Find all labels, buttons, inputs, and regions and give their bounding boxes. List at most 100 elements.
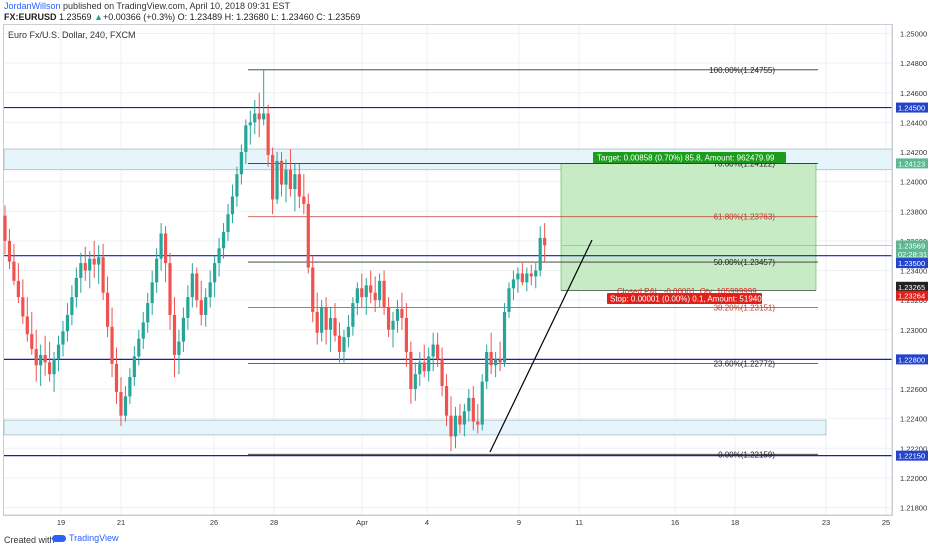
candle-body bbox=[453, 415, 458, 437]
stop-text: Stop: 0.00001 (0.00%) 0.1, Amount: 51940 bbox=[610, 295, 762, 304]
candle-body bbox=[391, 320, 395, 330]
candle-body bbox=[16, 280, 20, 298]
candle-body bbox=[284, 169, 288, 185]
candle-body bbox=[386, 307, 391, 330]
candle-body bbox=[271, 154, 275, 200]
candle-body bbox=[498, 359, 502, 363]
candle bbox=[168, 252, 172, 330]
candle bbox=[137, 329, 141, 366]
candle-body bbox=[119, 391, 123, 416]
price-tick-label: 1.21800 bbox=[900, 504, 927, 513]
candle bbox=[123, 386, 128, 422]
candle bbox=[110, 307, 114, 378]
candle bbox=[297, 163, 301, 209]
candle bbox=[311, 255, 315, 323]
candle-body bbox=[48, 362, 52, 375]
candle bbox=[507, 282, 511, 318]
candle-body bbox=[489, 351, 493, 366]
candle bbox=[386, 297, 391, 338]
candle-body bbox=[163, 233, 168, 264]
candle-body bbox=[123, 396, 128, 416]
candle-body bbox=[230, 196, 235, 215]
candle-body bbox=[110, 326, 114, 364]
candle bbox=[369, 270, 373, 304]
candle bbox=[128, 368, 132, 404]
candle bbox=[337, 322, 342, 363]
candle-body bbox=[105, 292, 110, 327]
price-label-badge bbox=[896, 281, 928, 292]
symbol-line: FX:EURUSD 1.23569 ▲+0.00366 (+0.3%) O: 1… bbox=[4, 12, 360, 22]
candle bbox=[61, 320, 65, 357]
candle bbox=[373, 276, 377, 312]
candle-body bbox=[25, 316, 29, 335]
candle-body bbox=[155, 258, 159, 283]
candle bbox=[395, 300, 400, 333]
candle bbox=[306, 193, 310, 274]
candle-body bbox=[369, 285, 373, 293]
candle bbox=[275, 152, 279, 204]
candle-body bbox=[288, 169, 293, 190]
candle-body bbox=[543, 237, 547, 246]
candle bbox=[65, 303, 70, 342]
candle-body bbox=[436, 344, 440, 360]
candle-body bbox=[204, 297, 208, 315]
candle-body bbox=[462, 411, 466, 425]
candle bbox=[355, 282, 359, 315]
candle bbox=[159, 223, 163, 271]
price-label-badge bbox=[896, 290, 928, 301]
support-resistance-zone bbox=[3, 419, 827, 436]
candle bbox=[391, 311, 395, 348]
candle bbox=[516, 267, 520, 293]
chart-title: Euro Fx/U.S. Dollar, 240, FXCM bbox=[8, 30, 136, 40]
candle bbox=[409, 341, 413, 404]
candle bbox=[382, 270, 386, 315]
candle bbox=[235, 166, 239, 207]
candle-body bbox=[373, 292, 377, 301]
candle bbox=[525, 267, 529, 292]
candle-body bbox=[337, 335, 342, 352]
price-label-badge bbox=[896, 258, 928, 269]
candle-body bbox=[150, 282, 154, 304]
candle bbox=[498, 341, 502, 372]
candle-body bbox=[43, 354, 47, 363]
candle bbox=[132, 346, 136, 387]
candle-body bbox=[181, 317, 185, 342]
candle-body bbox=[458, 415, 462, 425]
candle bbox=[21, 279, 25, 324]
candle bbox=[217, 237, 221, 277]
candle bbox=[181, 307, 185, 352]
author-link[interactable]: JordanWillson bbox=[4, 1, 61, 11]
candle bbox=[284, 159, 288, 203]
candle-body bbox=[248, 122, 252, 126]
candle bbox=[476, 403, 480, 434]
created-with-label: Created with bbox=[4, 535, 55, 545]
candle bbox=[279, 152, 284, 197]
closed-pnl-text: Closed P&L: -0.00001, Qty: 105999999 bbox=[617, 287, 757, 296]
candle bbox=[230, 184, 235, 224]
brand-name: TradingView bbox=[69, 533, 119, 543]
tradingview-logo[interactable]: TradingView bbox=[52, 533, 119, 543]
candle-body bbox=[101, 257, 105, 293]
candle-body bbox=[92, 258, 96, 265]
candle bbox=[226, 203, 230, 241]
candle-body bbox=[79, 263, 83, 278]
candle bbox=[163, 226, 168, 283]
candle bbox=[172, 297, 177, 378]
candle-body bbox=[56, 344, 61, 360]
candle bbox=[458, 403, 462, 434]
candle bbox=[97, 245, 101, 284]
candle-body bbox=[70, 297, 74, 315]
time-tick-label: 18 bbox=[731, 518, 739, 527]
price-label-badge bbox=[896, 102, 928, 113]
candle bbox=[404, 303, 408, 367]
candle-body bbox=[404, 317, 408, 352]
candle-body bbox=[328, 317, 333, 330]
price-tick-label: 1.23800 bbox=[900, 207, 927, 216]
time-tick-label: 23 bbox=[822, 518, 830, 527]
candle bbox=[244, 119, 248, 164]
candle-body bbox=[244, 125, 248, 152]
candle bbox=[436, 332, 440, 367]
time-tick-label: 4 bbox=[425, 518, 429, 527]
candle-body bbox=[471, 397, 475, 422]
